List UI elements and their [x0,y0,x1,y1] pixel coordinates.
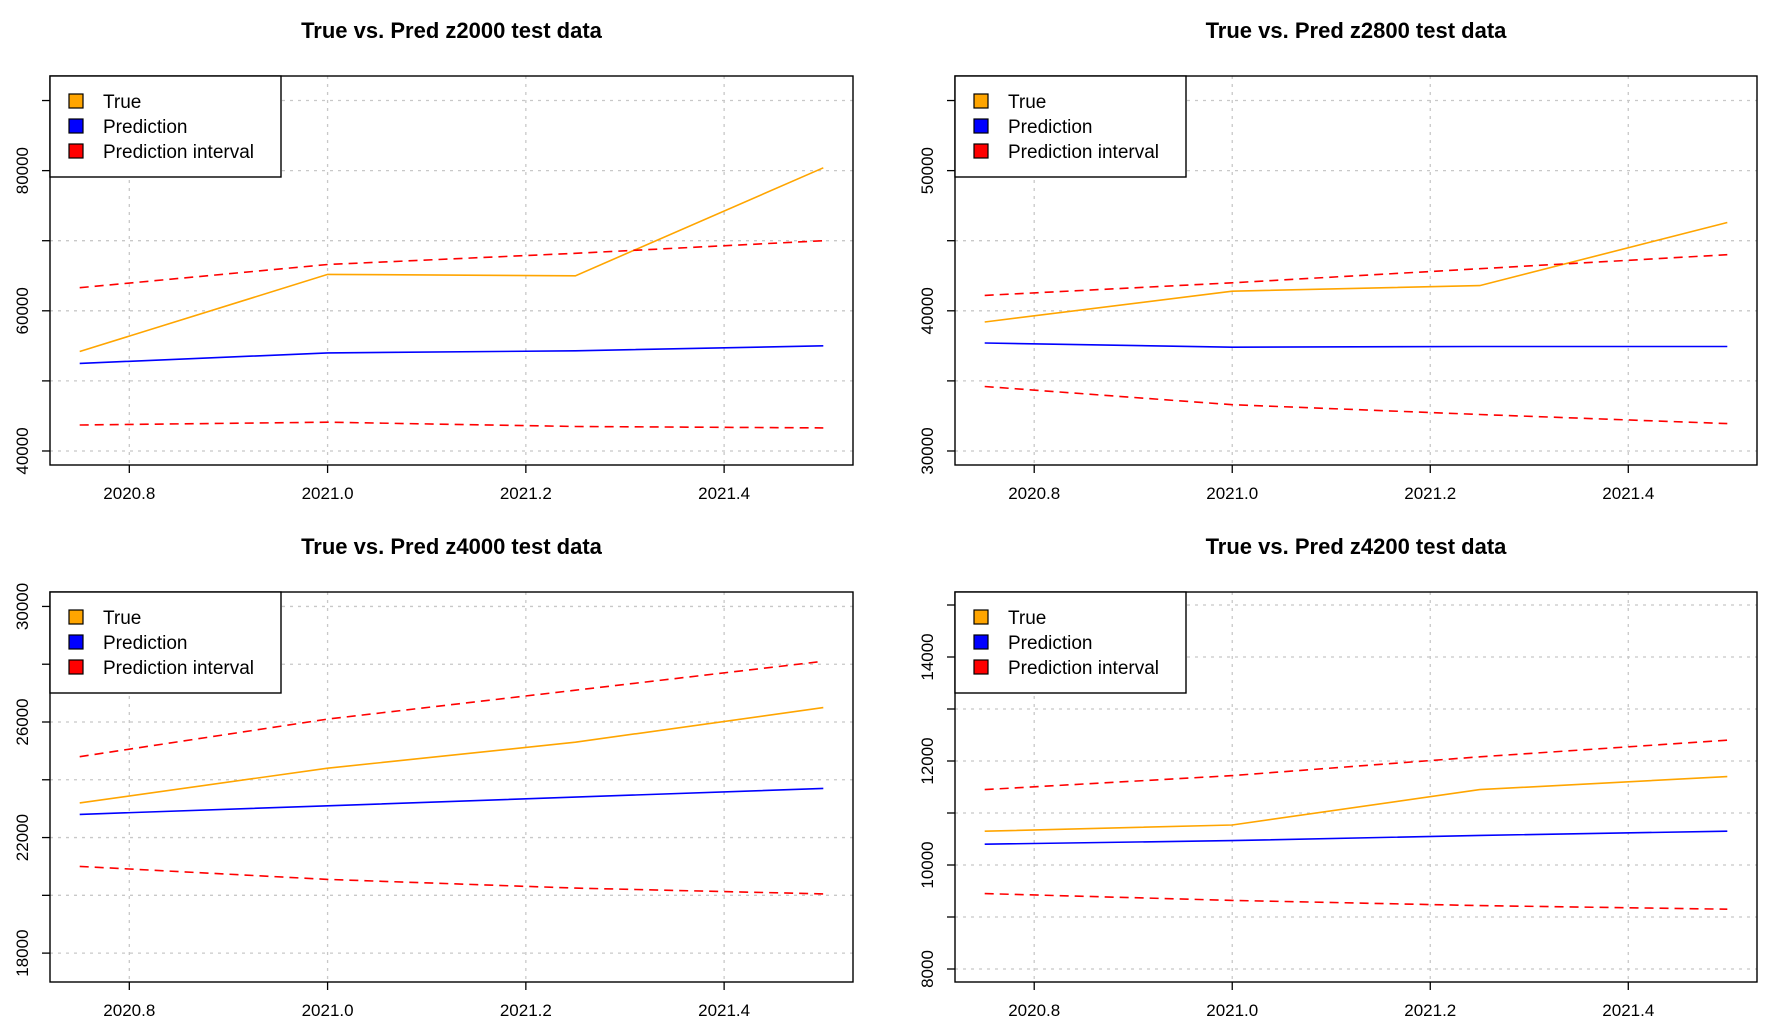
chart-2-legend-label-0: True [103,608,141,629]
chart-1-y-tick-label-0: 30000 [918,427,937,474]
chart-0-legend-label-0: True [103,92,141,113]
chart-1-legend-label-1: Prediction [1008,117,1093,138]
chart-3-x-tick-label-1: 2021.0 [1206,1001,1258,1020]
chart-1-legend-box [954,75,1187,178]
chart-0-legend-label-1: Prediction [103,117,188,138]
chart-1-series-0-line [984,221,1728,323]
chart-2-x-tick-label-3: 2021.4 [698,1001,750,1020]
chart-1-series-3-interval-line [984,385,1728,425]
chart-2-legend: True Prediction Prediction interval [49,591,282,694]
chart-1-legend-swatch-0 [973,93,989,109]
chart-0-legend-swatch-0 [68,93,84,109]
chart-1-series-1-line [984,342,1728,349]
chart-0-y-tick-label-4: 80000 [13,147,32,194]
chart-3-y-tick-label-0: 8000 [918,950,937,988]
chart-0-plot-frame [49,75,854,466]
chart-2-legend-swatch-1 [68,634,84,650]
chart-2-legend-label-2: Prediction interval [103,658,254,679]
chart-3-legend-swatch-2 [973,659,989,675]
chart-3-y-tick-label-4: 12000 [918,737,937,784]
chart-2-plot-frame [49,591,854,983]
chart-2-series-0-line [79,706,824,804]
chart-2-y-tick-label-6: 30000 [13,583,32,630]
chart-3-legend-swatch-1 [973,634,989,650]
chart-3-series-2-interval-line [984,739,1728,791]
chart-3-plot-frame [954,591,1758,983]
chart-3-x-tick-label-2: 2021.2 [1404,1001,1456,1020]
chart-2-series-1-line [79,787,824,816]
chart-3-x-tick-label-0: 2020.8 [1008,1001,1060,1020]
chart-2-x-tick-label-0: 2020.8 [103,1001,155,1020]
chart-1-legend-label-0: True [1008,92,1046,113]
chart-3-series-3-interval-line [984,892,1728,910]
chart-1-x-tick-label-1: 2021.0 [1206,484,1258,503]
chart-2-y-tick-label-4: 26000 [13,698,32,745]
chart-0-legend-label-2: Prediction interval [103,142,254,163]
chart-1-y-tick-label-4: 50000 [918,147,937,194]
chart-3-legend-label-1: Prediction [1008,633,1093,654]
chart-1-legend-swatch-1 [973,118,989,134]
chart-3-legend: True Prediction Prediction interval [954,591,1187,694]
chart-2-series-3-interval-line [79,865,824,895]
chart-1-title: True vs. Pred z2800 test data [1206,18,1508,43]
chart-0-legend-box [49,75,282,178]
chart-0-x-tick-label-3: 2021.4 [698,484,750,503]
chart-0-series-2-interval-line [79,239,824,289]
chart-2-y-tick-label-2: 22000 [13,814,32,861]
chart-1-plot-frame [954,75,1758,466]
chart-3-y-tick-label-2: 10000 [918,841,937,888]
chart-3-x-tick-label-3: 2021.4 [1602,1001,1654,1020]
chart-1-x-tick-label-2: 2021.2 [1404,484,1456,503]
chart-1-legend-label-2: Prediction interval [1008,142,1159,163]
chart-0-x-tick-label-0: 2020.8 [103,484,155,503]
chart-1-y-tick-label-2: 40000 [918,287,937,334]
chart-3-panel: True vs. Pred z4200 test data 2020.8 2021.… [918,534,1758,1020]
chart-0-x-tick-label-1: 2021.0 [302,484,354,503]
chart-0-series-0-line [79,167,824,353]
chart-0-x-tick-label-2: 2021.2 [500,484,552,503]
chart-2-legend-box [49,591,282,694]
chart-3-series-0-line [984,775,1728,832]
chart-1-legend-swatch-2 [973,143,989,159]
chart-0-y-tick-label-2: 60000 [13,287,32,334]
chart-0-series-3-interval-line [79,421,824,429]
chart-1-panel: True vs. Pred z2800 test data 2020.8 2021.… [918,18,1758,503]
chart-1-x-tick-label-0: 2020.8 [1008,484,1060,503]
chart-2-y-tick-label-0: 18000 [13,929,32,976]
chart-3-legend-box [954,591,1187,694]
chart-1-legend: True Prediction Prediction interval [954,75,1187,178]
chart-0-legend: True Prediction Prediction interval [49,75,282,178]
chart-2-title: True vs. Pred z4000 test data [301,534,603,559]
chart-0-panel: True vs. Pred z2000 test data 2020.8 2021.… [13,18,854,503]
chart-0-series-1-line [79,345,824,365]
chart-2-legend-swatch-2 [68,659,84,675]
chart-3-legend-label-0: True [1008,608,1046,629]
chart-3-legend-label-2: Prediction interval [1008,658,1159,679]
chart-3-series-1-line [984,830,1728,845]
chart-2-x-tick-label-2: 2021.2 [500,1001,552,1020]
chart-3-legend-swatch-0 [973,609,989,625]
chart-0-title: True vs. Pred z2000 test data [301,18,603,43]
chart-2-legend-swatch-0 [68,609,84,625]
chart-3-y-tick-label-6: 14000 [918,633,937,680]
chart-0-legend-swatch-2 [68,143,84,159]
chart-2-series-2-interval-line [79,660,824,758]
chart-2-x-tick-label-1: 2021.0 [302,1001,354,1020]
chart-2-panel: True vs. Pred z4000 test data 2020.8 2021.… [13,534,854,1020]
chart-1-x-tick-label-3: 2021.4 [1602,484,1654,503]
chart-2-legend-label-1: Prediction [103,633,188,654]
chart-0-legend-swatch-1 [68,118,84,134]
chart-0-y-tick-label-0: 40000 [13,427,32,474]
chart-3-title: True vs. Pred z4200 test data [1206,534,1508,559]
chart-1-series-2-interval-line [984,253,1728,297]
